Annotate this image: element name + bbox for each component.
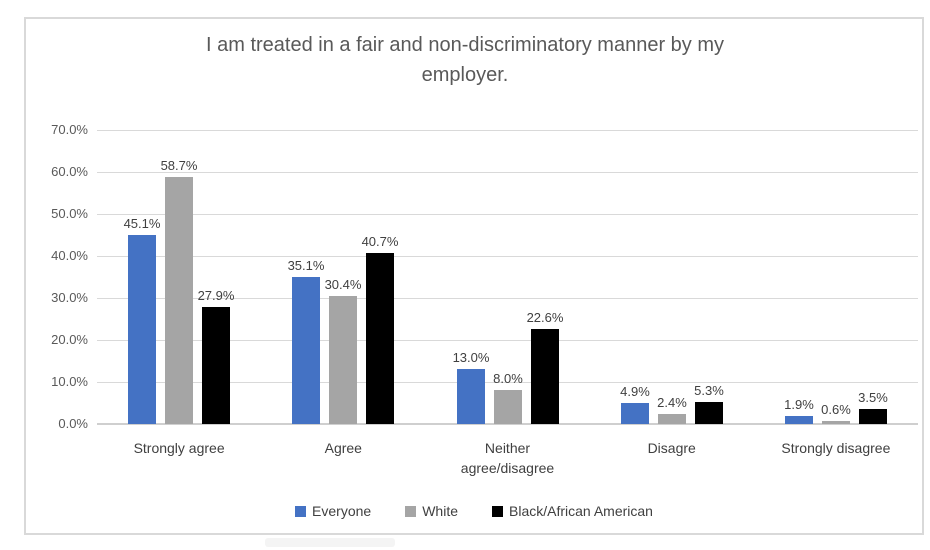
chart-title: I am treated in a fair and non-discrimin… [140,30,790,90]
legend-swatch-icon [405,505,417,517]
bar-value-label: 5.3% [694,383,724,398]
bar-everyone [292,277,320,424]
x-axis-label-line: Agree [324,440,362,456]
chart-legend: Everyone White Black/African American [24,501,924,521]
bar-value-label: 27.9% [197,288,235,303]
x-axis-label-line: Strongly disagree [781,440,891,456]
legend-swatch-icon [295,505,307,517]
bar-value-label: 58.7% [160,158,198,173]
bar-value-label: 3.5% [858,390,888,405]
bar-value-label: 13.0% [452,350,490,365]
x-axis-label-line: Disagre [647,440,696,456]
y-axis-tick-label: 20.0% [51,332,88,347]
chart-title-line-1: I am treated in a fair and non-discrimin… [206,34,724,56]
bar-black-african-american [366,253,394,424]
bar-value-label: 4.9% [620,384,650,399]
y-axis-tick-label: 40.0% [51,248,88,263]
legend-label: Black/African American [509,503,653,519]
y-axis-tick-label: 30.0% [51,290,88,305]
bar-everyone [621,403,649,424]
x-axis-label-4: Disagre [590,438,754,458]
bar-value-label: 22.6% [526,310,564,325]
bar-value-label: 1.9% [784,397,814,412]
bar-value-label: 45.1% [123,216,161,231]
bar-everyone [785,416,813,424]
legend-item: Everyone [295,503,371,519]
bar-value-label: 2.4% [657,395,687,410]
bar-black-african-american [202,307,230,424]
y-axis-tick-label: 10.0% [51,374,88,389]
gridline [97,172,918,173]
y-axis-tick-label: 60.0% [51,164,88,179]
bar-white [494,390,522,424]
window-edge-artifact [265,538,395,547]
x-axis-label-1: Strongly agree [97,438,261,458]
bar-everyone [457,369,485,424]
x-axis-label-5: Strongly disagree [754,438,918,458]
bar-white [329,296,357,424]
gridline [97,214,918,215]
bar-black-african-american [859,409,887,424]
x-axis-label-line: Strongly agree [133,440,225,456]
bar-value-label: 35.1% [287,258,325,273]
x-axis-label-2: Agree [261,438,425,458]
gridline [97,298,918,299]
bar-value-label: 40.7% [361,234,399,249]
bar-white [658,414,686,424]
legend-label: White [422,503,458,519]
gridline [97,340,918,341]
legend-swatch-icon [492,505,503,517]
bar-black-african-american [531,329,559,424]
legend-item: White [405,503,458,519]
bar-black-african-american [695,402,723,424]
gridline [97,423,918,425]
x-axis-label-line: agree/disagree [460,460,555,477]
y-axis-tick-label: 50.0% [51,206,88,221]
legend-item: Black/African American [492,503,653,519]
bar-everyone [128,235,156,424]
chart-title-line-2: employer. [421,64,509,86]
bar-value-label: 30.4% [324,277,362,292]
bar-white [822,421,850,424]
y-axis-tick-label: 0.0% [58,416,88,431]
x-axis-label-3: Neither agree/disagree [426,438,590,479]
x-axis-label-line: Neither [484,440,531,456]
bar-value-label: 8.0% [493,371,523,386]
y-axis-tick-label: 70.0% [51,122,88,137]
legend-label: Everyone [312,503,372,519]
bar-white [165,177,193,424]
bar-value-label: 0.6% [821,402,851,417]
gridline [97,256,918,257]
gridline [97,130,918,131]
gridline [97,382,918,383]
